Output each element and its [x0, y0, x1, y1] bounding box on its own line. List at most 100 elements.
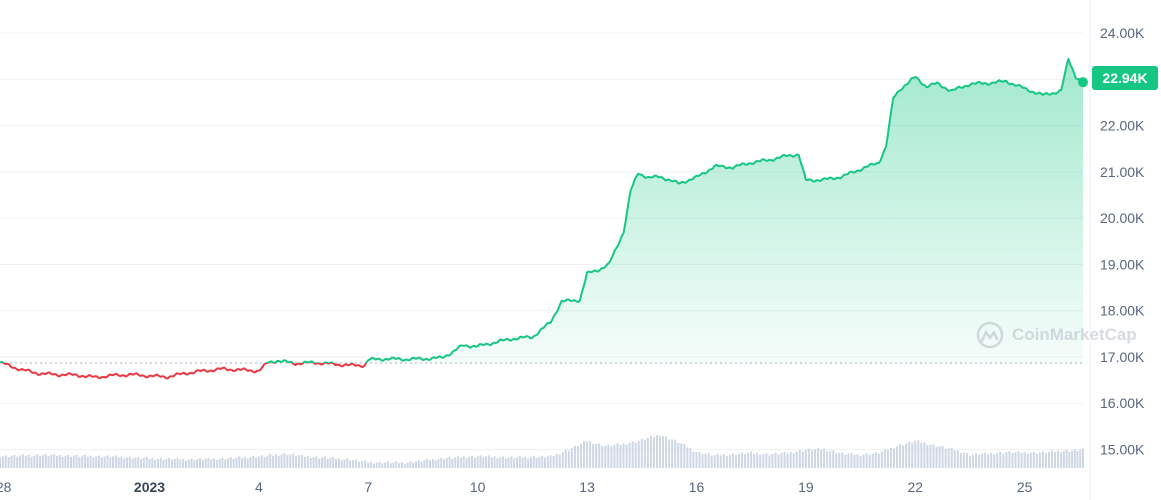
- volume-bar: [541, 455, 544, 468]
- volume-bar: [173, 458, 176, 468]
- volume-bar: [1026, 453, 1029, 468]
- volume-bar: [607, 444, 610, 468]
- volume-bar: [398, 463, 401, 468]
- volume-bar: [493, 456, 496, 468]
- volume-bar: [589, 441, 592, 468]
- volume-bar: [768, 455, 771, 468]
- volume-bar: [58, 454, 61, 468]
- volume-bar: [853, 454, 856, 468]
- volume-bar: [126, 457, 129, 468]
- volume-bar: [680, 443, 683, 468]
- x-tick-label: 25: [1017, 479, 1033, 495]
- volume-bar: [1020, 453, 1023, 468]
- volume-bar: [835, 453, 838, 468]
- volume-bar: [513, 458, 516, 468]
- volume-bar: [944, 448, 947, 468]
- volume-bar: [238, 456, 241, 468]
- volume-bar: [820, 449, 823, 468]
- volume-bar: [318, 458, 321, 468]
- volume-bar: [61, 456, 64, 468]
- volume-bar: [1060, 452, 1063, 468]
- volume-bar: [370, 461, 373, 468]
- volume-bar: [1071, 450, 1074, 468]
- volume-bar: [908, 441, 911, 468]
- volume-bar: [335, 459, 338, 468]
- volume-bar: [956, 450, 959, 468]
- volume-bar: [829, 450, 832, 468]
- volume-bar: [47, 455, 50, 468]
- volume-bars: [0, 435, 1084, 468]
- volume-bar: [634, 442, 637, 468]
- volume-bar: [713, 455, 716, 468]
- volume-bar: [674, 439, 677, 468]
- volume-bar: [134, 457, 137, 468]
- volume-bar: [524, 456, 527, 468]
- volume-bar: [39, 456, 42, 468]
- x-tick-label: 4: [255, 479, 263, 495]
- volume-bar: [929, 444, 932, 468]
- volume-bar: [810, 450, 813, 468]
- volume-bar: [510, 456, 513, 468]
- volume-bar: [485, 456, 488, 468]
- volume-bar: [496, 458, 499, 468]
- x-tick-label: 7: [364, 479, 372, 495]
- volume-bar: [595, 443, 598, 468]
- volume-bar: [426, 458, 429, 468]
- volume-bar: [1082, 448, 1084, 468]
- volume-bar: [859, 456, 862, 468]
- volume-bar: [349, 460, 352, 468]
- volume-bar: [1051, 450, 1054, 468]
- volume-bar: [16, 456, 19, 468]
- volume-bar: [719, 455, 722, 468]
- volume-bar: [625, 444, 628, 468]
- volume-bar: [72, 455, 75, 468]
- volume-bar: [586, 441, 589, 468]
- volume-bar: [10, 455, 13, 468]
- volume-bar: [392, 462, 395, 468]
- volume-bar: [409, 461, 412, 468]
- volume-bar: [643, 439, 646, 468]
- volume-bar: [50, 454, 53, 468]
- volume-bar: [243, 456, 246, 468]
- volume-bar: [567, 450, 570, 468]
- volume-bar: [1054, 452, 1057, 468]
- volume-bar: [877, 453, 880, 468]
- volume-bar: [747, 452, 750, 468]
- volume-bar: [1057, 450, 1060, 468]
- volume-bar: [232, 458, 235, 468]
- volume-bar: [490, 457, 493, 468]
- volume-bar: [358, 461, 361, 468]
- volume-bar: [128, 456, 131, 468]
- volume-bar: [106, 455, 109, 468]
- volume-bar: [145, 456, 148, 468]
- volume-bar: [598, 443, 601, 468]
- volume-bar: [340, 460, 343, 468]
- volume-bar: [899, 444, 902, 468]
- volume-bar: [165, 458, 168, 468]
- x-tick-label: 28: [0, 479, 12, 495]
- volume-bar: [36, 454, 39, 468]
- volume-bar: [471, 455, 474, 468]
- volume-bar: [1011, 453, 1014, 468]
- volume-bar: [352, 459, 355, 468]
- volume-bar: [807, 448, 810, 468]
- volume-bar: [622, 443, 625, 468]
- volume-bar: [549, 455, 552, 468]
- volume-bar: [905, 443, 908, 468]
- volume-bar: [170, 459, 173, 468]
- volume-bar: [372, 463, 375, 468]
- volume-bar: [190, 458, 193, 468]
- volume-bar: [420, 461, 423, 468]
- volume-bar: [975, 453, 978, 468]
- volume-bar: [592, 443, 595, 468]
- volume-bar: [555, 453, 558, 468]
- volume-bar: [451, 458, 454, 468]
- volume-bar: [610, 446, 613, 468]
- volume-bar: [303, 456, 306, 468]
- volume-bar: [671, 439, 674, 468]
- volume-bar: [965, 453, 968, 468]
- coinmarketcap-logo-icon: [976, 321, 1004, 349]
- volume-bar: [30, 456, 33, 468]
